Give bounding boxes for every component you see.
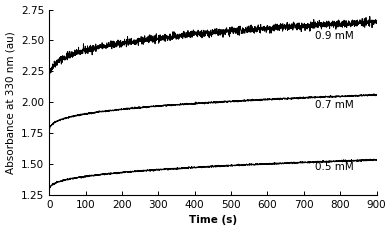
Y-axis label: Absorbance at 330 nm (au): Absorbance at 330 nm (au)	[5, 31, 16, 174]
Text: 0.7 mM: 0.7 mM	[315, 100, 354, 110]
X-axis label: Time (s): Time (s)	[189, 216, 237, 225]
Text: 0.5 mM: 0.5 mM	[315, 162, 354, 172]
Text: 0.9 mM: 0.9 mM	[315, 30, 354, 40]
